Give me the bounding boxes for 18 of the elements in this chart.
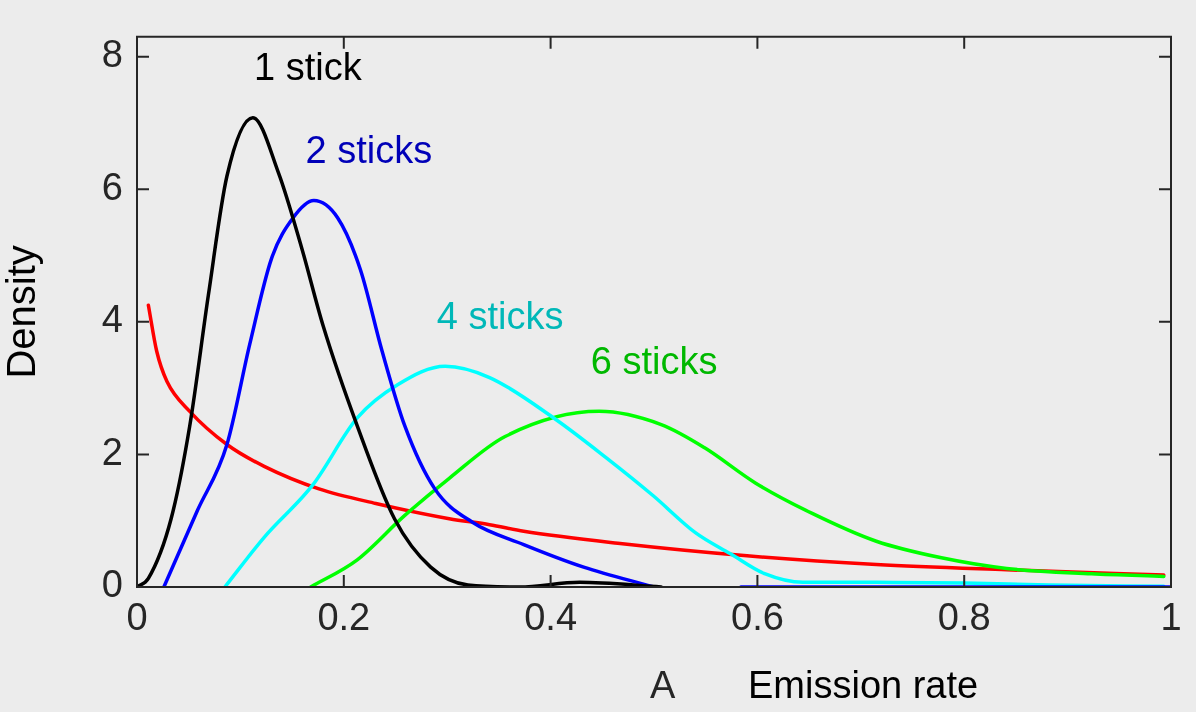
series-label: 1 stick xyxy=(253,46,363,89)
series-label: 6 sticks xyxy=(590,339,718,382)
y-tick-label: 0 xyxy=(101,563,123,606)
line-series xyxy=(308,409,1166,587)
y-tick-label: 2 xyxy=(101,430,123,473)
x-tick-label: 0.2 xyxy=(317,596,371,639)
x-axis-title: Emission rate xyxy=(748,664,979,707)
x-tick-label: 0.6 xyxy=(730,596,784,639)
x-tick-label: 0.8 xyxy=(937,596,991,639)
x-tick-label: 1 xyxy=(1160,596,1182,639)
series-label: 4 sticks xyxy=(436,294,564,337)
y-axis-title: Density xyxy=(0,245,44,379)
x-tick-label: 0.4 xyxy=(524,596,578,639)
text: A xyxy=(650,664,676,707)
y-tick-label: 8 xyxy=(101,33,123,76)
series-label: 2 sticks xyxy=(305,129,433,172)
y-tick-label: 4 xyxy=(101,298,123,341)
y-tick-label: 6 xyxy=(101,165,123,208)
